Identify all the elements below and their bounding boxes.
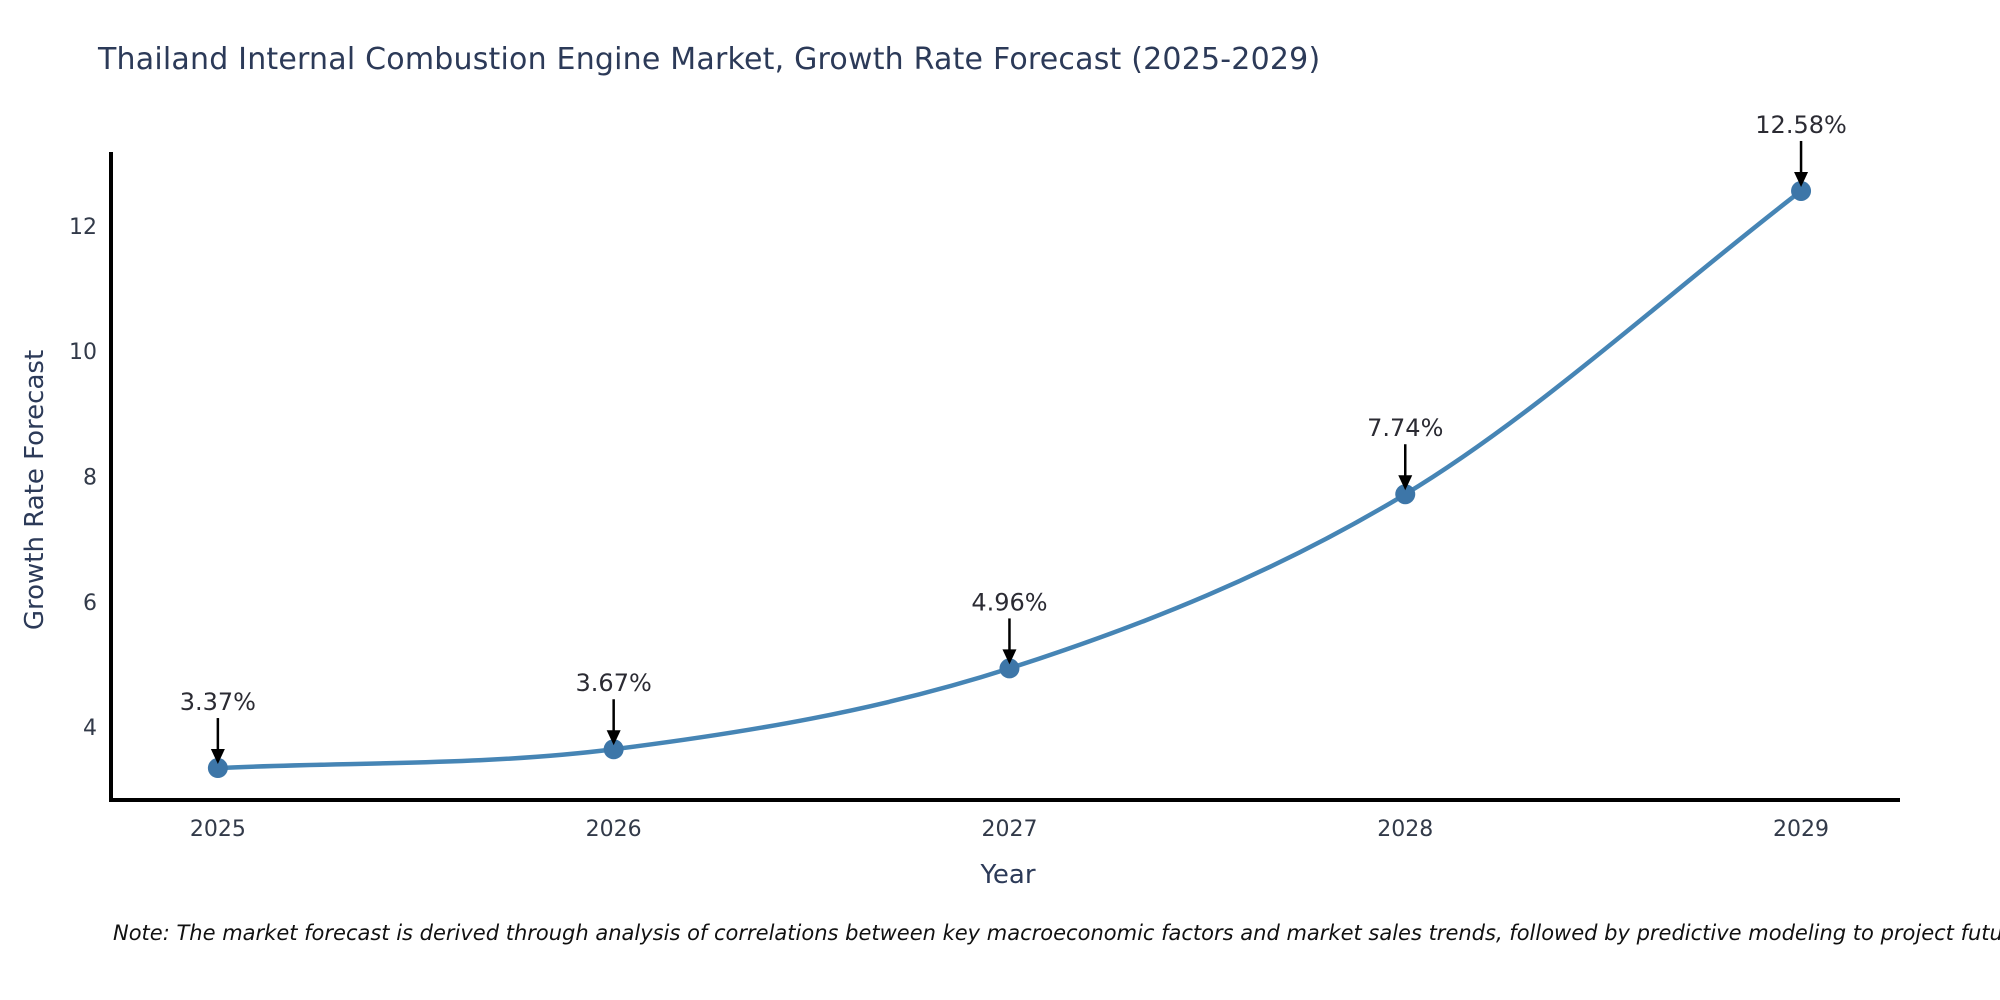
annotation-label: 3.37%: [180, 688, 256, 716]
x-axis-title: Year: [980, 860, 1036, 890]
x-tick-label: 2028: [1377, 817, 1433, 842]
chart-footnote: Note: The market forecast is derived thr…: [113, 921, 2000, 945]
annotation-label: 4.96%: [971, 588, 1047, 616]
trend-line: [215, 188, 1804, 771]
annotation-arrowhead: [606, 730, 621, 746]
x-tick-label: 2026: [586, 817, 642, 842]
data-point-marker: [603, 739, 624, 760]
annotation-arrowhead: [1002, 649, 1017, 665]
annotation-arrowhead: [1398, 475, 1413, 491]
annotation-label: 3.67%: [576, 669, 652, 697]
data-point-marker: [1395, 484, 1416, 505]
annotation-arrowhead: [210, 749, 225, 765]
annotation-label: 12.58%: [1755, 111, 1847, 139]
data-point-marker: [1791, 180, 1812, 201]
data-point-marker: [207, 758, 228, 779]
data-point-marker: [999, 658, 1020, 679]
x-tick-label: 2025: [190, 817, 246, 842]
x-tick-label: 2027: [981, 817, 1037, 842]
x-tick-label: 2029: [1773, 817, 1829, 842]
annotation-label: 7.74%: [1367, 414, 1443, 442]
y-tick-label: 4: [83, 716, 97, 741]
y-tick-label: 6: [83, 591, 97, 616]
y-tick-label: 12: [69, 215, 97, 240]
annotation-arrowhead: [1794, 171, 1809, 187]
y-tick-label: 8: [83, 465, 97, 490]
chart-title: Thailand Internal Combustion Engine Mark…: [98, 42, 1321, 77]
y-tick-label: 10: [69, 340, 97, 365]
plot-area: 4 6 8 10 12 2025 2026 2027 2028 2029 3.37% 3.67% 4.9…: [69, 111, 1900, 842]
